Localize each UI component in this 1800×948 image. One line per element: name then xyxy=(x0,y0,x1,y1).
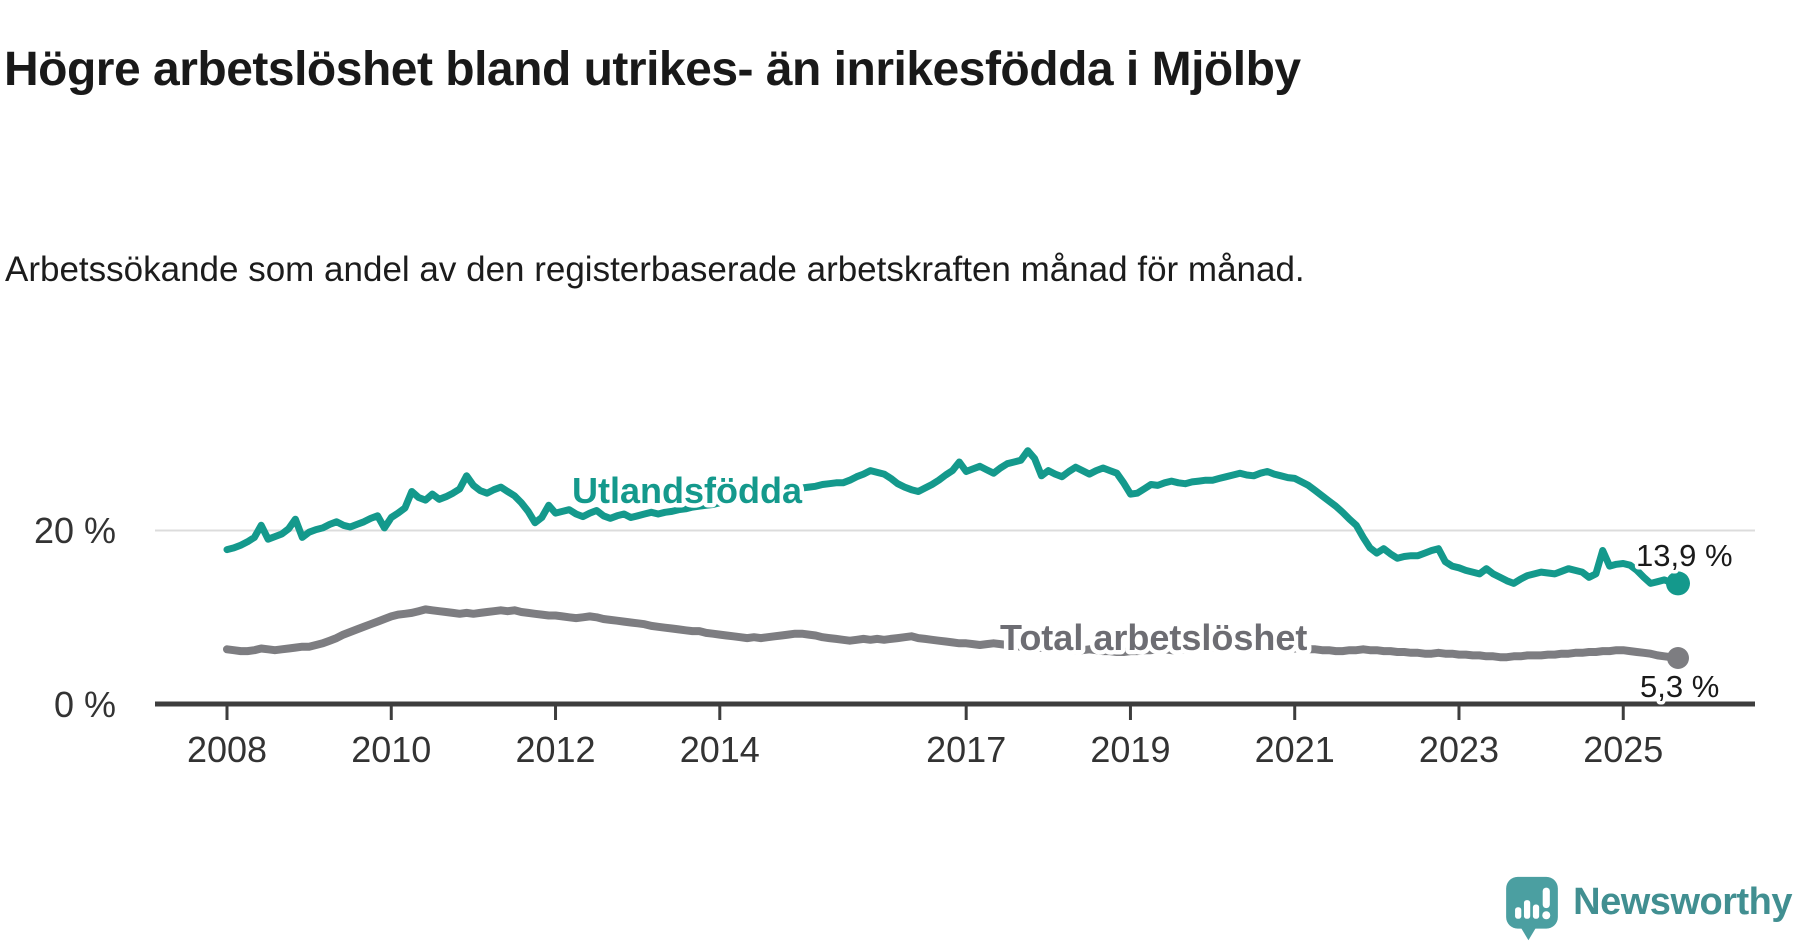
x-axis-tick-labels: 2008 2010 2012 2014 2017 2019 2021 2023 2025 xyxy=(187,729,1663,770)
x-tick-label: 2021 xyxy=(1255,729,1335,770)
x-tick-label: 2012 xyxy=(515,729,595,770)
x-tick-label: 2019 xyxy=(1090,729,1170,770)
newsworthy-icon xyxy=(1506,876,1559,941)
x-tick-label: 2025 xyxy=(1583,729,1663,770)
newsworthy-logo: Newsworthy xyxy=(1505,876,1792,942)
x-tick-label: 2014 xyxy=(680,729,760,770)
y-tick-label-0: 0 % xyxy=(54,684,116,725)
foreign-born-end-value: 13,9 % xyxy=(1636,538,1733,573)
page-title: Högre arbetslöshet bland utrikes- än inr… xyxy=(4,43,1301,97)
x-tick-label: 2008 xyxy=(187,729,267,770)
newsworthy-wordmark: Newsworthy xyxy=(1573,880,1792,923)
foreign-born-series-label: Utlandsfödda xyxy=(572,470,803,511)
total-end-dot xyxy=(1667,647,1689,670)
total-end-value: 5,3 % xyxy=(1640,669,1719,704)
page-subtitle: Arbetssökande som andel av den registerb… xyxy=(5,250,1305,289)
x-tick-label: 2010 xyxy=(351,729,431,770)
x-tick-label: 2017 xyxy=(926,729,1006,770)
foreign-born-end-dot xyxy=(1666,571,1690,596)
foreign-born-line xyxy=(223,447,1682,587)
x-axis-ticks xyxy=(225,704,1625,720)
x-tick-label: 2023 xyxy=(1419,729,1499,770)
total-unemployment-line xyxy=(223,605,1682,662)
total-series-label: Total arbetslöshet xyxy=(1000,617,1307,658)
y-tick-label-20: 20 % xyxy=(34,510,116,551)
